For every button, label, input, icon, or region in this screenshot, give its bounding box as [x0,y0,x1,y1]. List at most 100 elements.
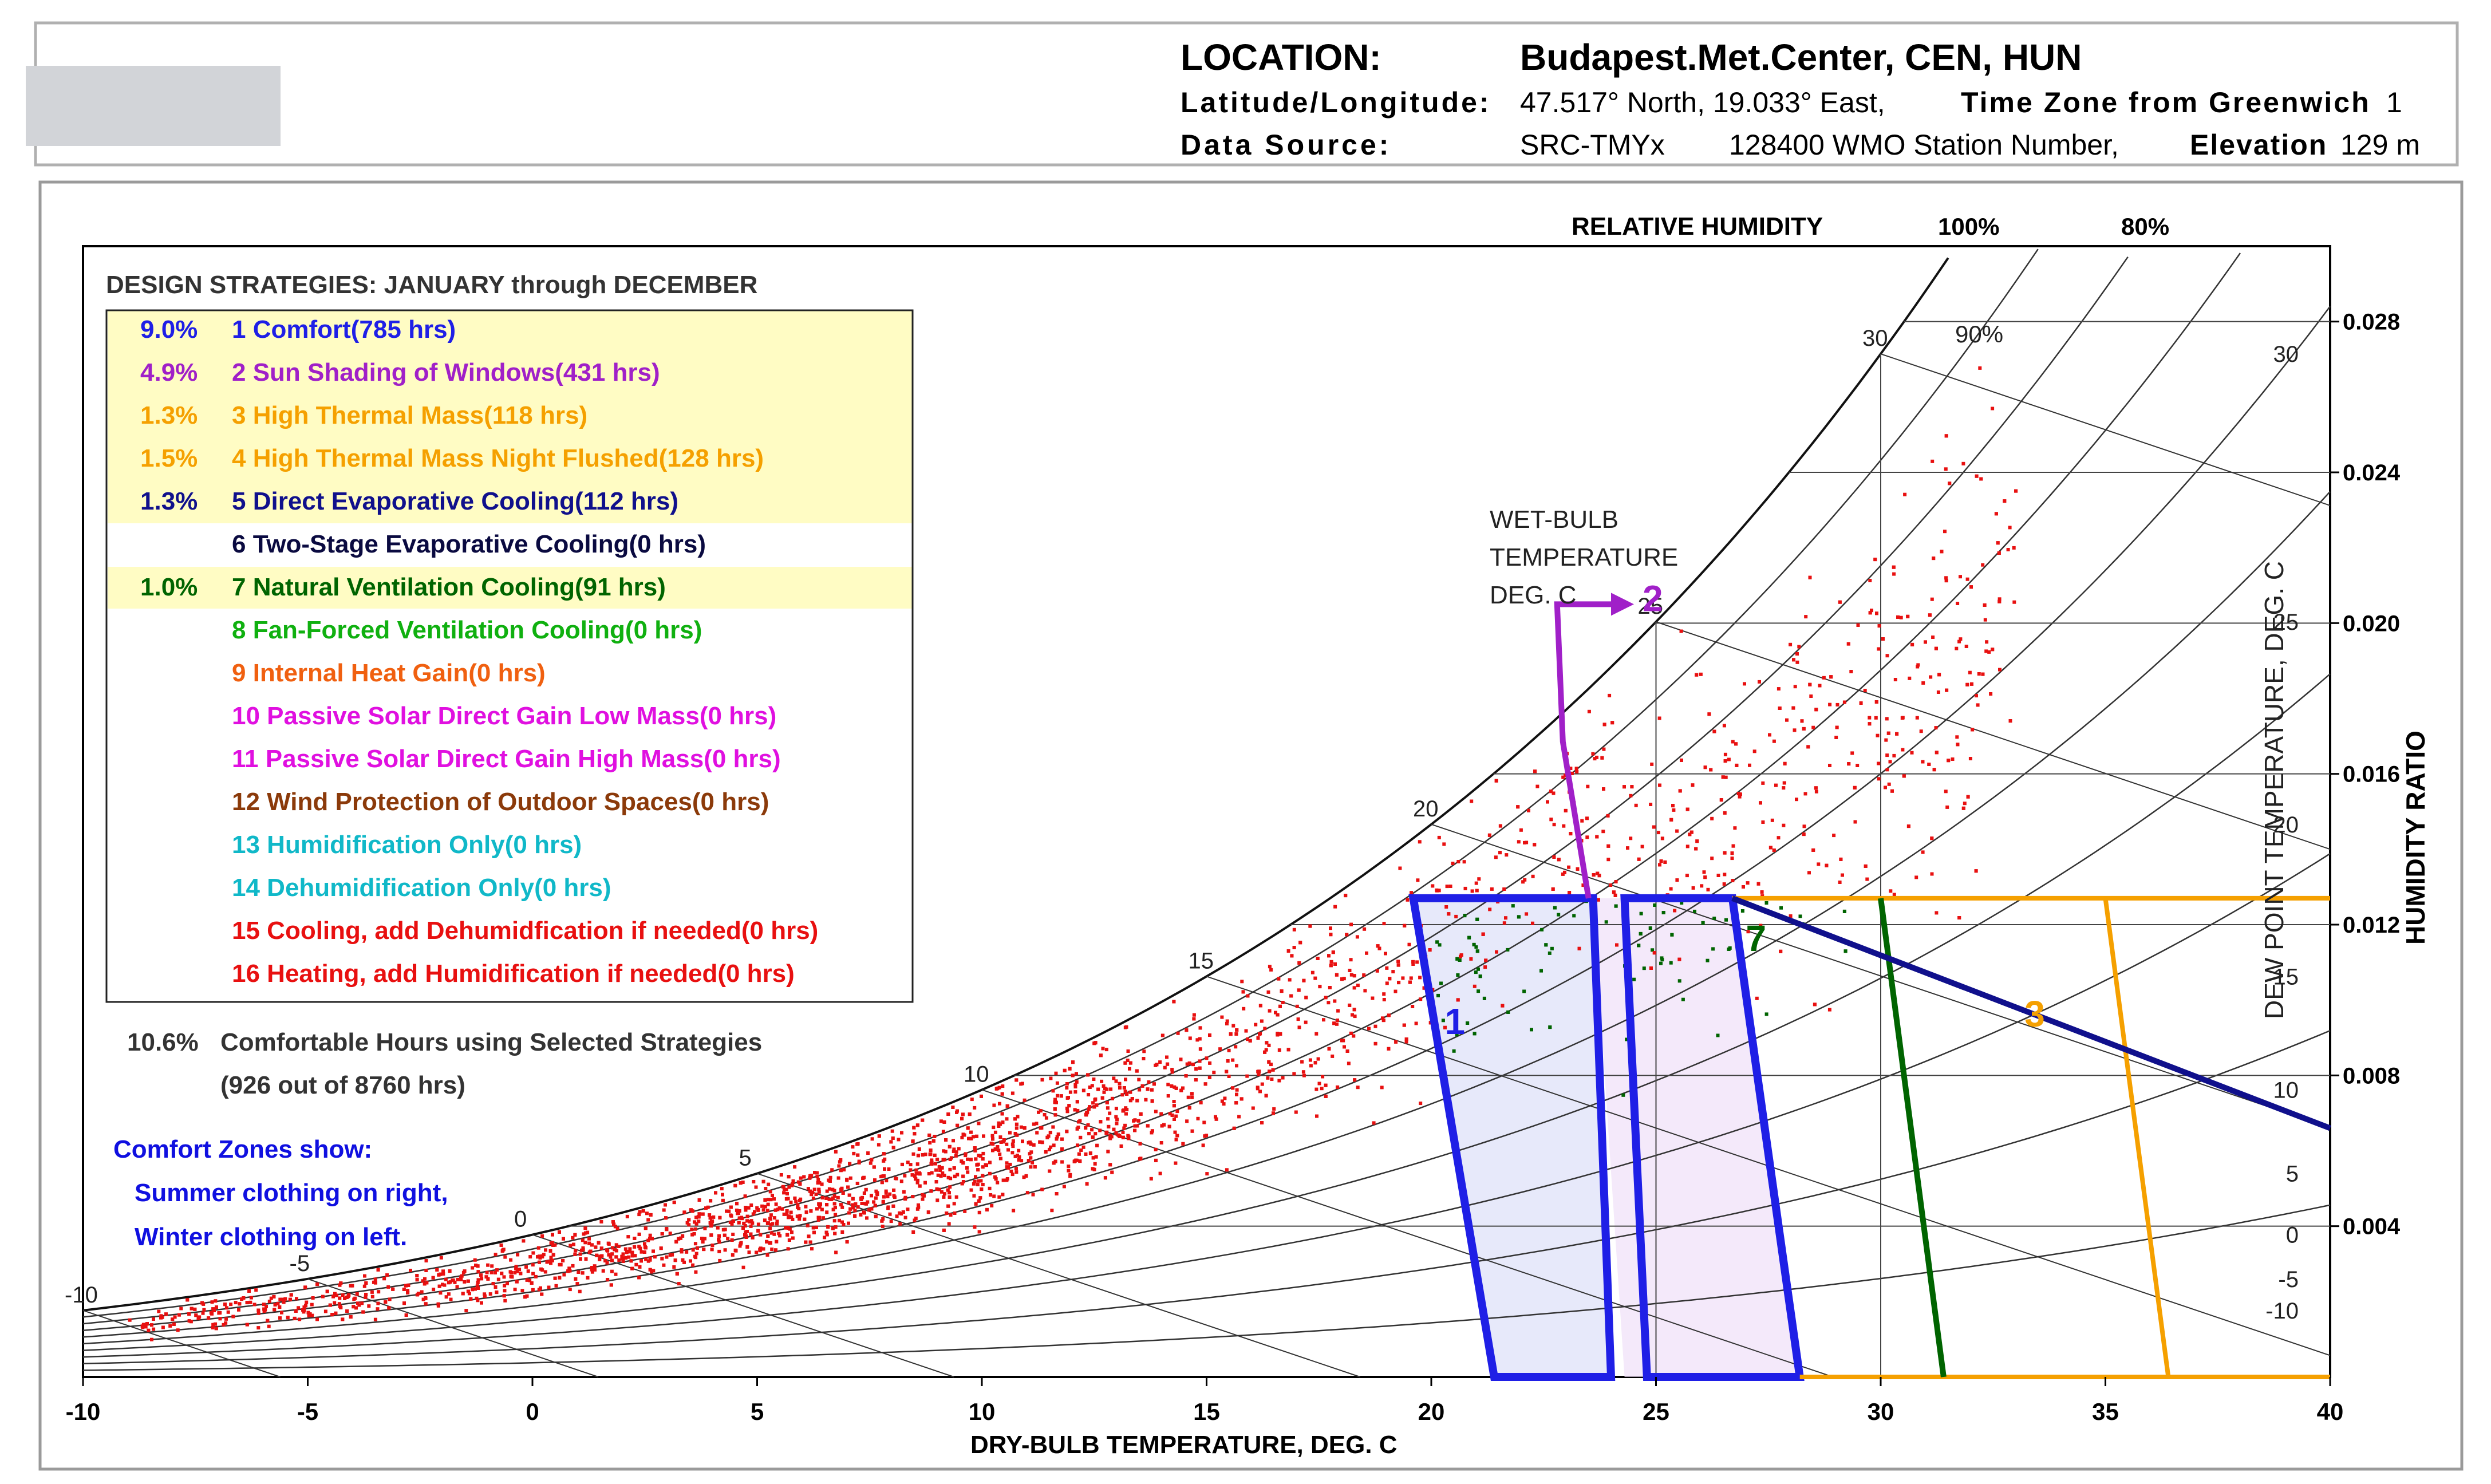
data-point [1343,1045,1346,1049]
data-point-comfortable [1463,914,1467,917]
data-point [1105,1088,1108,1091]
data-point [1021,1139,1024,1143]
legend-pct: 9.0% [140,315,198,344]
data-point-comfortable [1693,910,1696,913]
data-point [979,1154,982,1158]
data-point [1921,681,1925,685]
data-point [1170,1084,1173,1088]
data-point [856,1182,859,1185]
data-point [1045,1136,1049,1139]
data-point [1332,1021,1336,1025]
data-point [295,1297,298,1300]
data-point [1122,1108,1126,1112]
summary-detail: (926 out of 8760 hrs) [220,1071,465,1099]
data-point [280,1311,283,1315]
data-point-comfortable [1799,914,1802,918]
data-point [790,1230,794,1234]
data-point [229,1303,232,1306]
legend-item-label: 4 High Thermal Mass Night Flushed(128 hr… [232,444,764,472]
data-point [1818,684,1822,688]
data-point [1056,1094,1059,1098]
data-point [516,1253,519,1257]
data-point [1746,881,1750,885]
data-point [885,1179,888,1182]
data-point [702,1248,705,1251]
data-point [1175,1134,1179,1138]
data-point [1761,820,1764,824]
data-point [929,1153,932,1156]
data-point [904,1216,907,1219]
data-point [459,1278,463,1281]
data-point [638,1265,642,1269]
data-point [849,1177,852,1180]
data-point [263,1309,266,1313]
data-point [384,1300,387,1304]
data-point [737,1221,741,1225]
data-point [1671,804,1675,807]
data-point [869,1162,873,1165]
data-point [1174,1115,1178,1118]
data-point [853,1214,856,1218]
data-point [1267,990,1270,994]
data-point-comfortable [1637,944,1640,947]
data-point [272,1295,275,1298]
data-point [1535,785,1539,788]
data-point [677,1237,680,1241]
data-point [798,1182,802,1186]
data-point [874,1215,878,1218]
data-point [1782,824,1785,827]
legend-item-label: 8 Fan-Forced Ventilation Cooling(0 hrs) [232,616,702,644]
data-point [900,1179,903,1183]
data-point [1159,1112,1163,1116]
data-point [1828,764,1831,767]
data-point [1029,1150,1033,1154]
data-point [1802,727,1806,731]
data-point [515,1280,519,1284]
data-point [665,1256,668,1259]
data-point [1108,1163,1112,1166]
data-point [1991,648,1994,651]
data-point [595,1254,598,1257]
data-point [1531,875,1535,878]
data-point [1035,1131,1039,1135]
data-point [1374,1025,1377,1028]
data-point-comfortable [1473,943,1476,946]
data-point [571,1264,575,1268]
data-point [1005,1165,1009,1169]
data-point [1792,658,1795,661]
data-point [938,1165,941,1169]
data-point [286,1316,290,1319]
data-point [161,1326,165,1329]
data-point [1348,1004,1351,1007]
data-point [1709,768,1712,772]
data-point [1365,952,1368,955]
data-point [693,1232,696,1236]
data-point [1553,823,1556,826]
data-point [447,1292,451,1296]
data-point [1503,921,1506,925]
data-point [1469,957,1473,961]
data-point [825,1210,828,1214]
data-point [631,1254,634,1257]
elevation-value: 129 m [2340,129,2420,161]
data-point [1150,1131,1154,1134]
data-point [1981,673,1984,676]
data-point [1568,891,1571,894]
data-point [947,1176,950,1179]
data-point [1502,887,1506,891]
data-point [721,1193,724,1197]
data-point [735,1202,739,1205]
comfort-note-1: Comfort Zones show: [113,1135,372,1163]
data-point [1580,819,1584,823]
data-point [1418,976,1422,979]
data-point [890,1219,893,1223]
data-point [374,1318,377,1321]
data-point [534,1275,538,1278]
legend-item-label: 13 Humidification Only(0 hrs) [232,831,582,859]
data-point [1086,1073,1089,1076]
data-point [1881,637,1885,641]
data-point [681,1234,684,1238]
data-point [956,1124,959,1127]
data-point [785,1197,788,1201]
data-point [1208,1061,1211,1065]
